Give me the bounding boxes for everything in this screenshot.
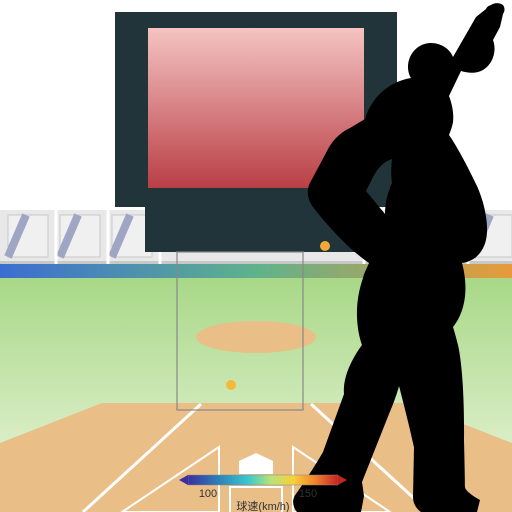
legend-tick: 150 — [299, 488, 317, 500]
pitch-location-chart: 100 150 球速(km/h) — [0, 0, 512, 512]
chart-svg: 100 150 球速(km/h) — [0, 0, 512, 512]
legend-tick: 100 — [199, 488, 217, 500]
speed-legend-bar — [188, 475, 338, 485]
legend-label: 球速(km/h) — [236, 499, 289, 512]
pitchers-mound — [196, 321, 316, 353]
pitch-marker — [320, 241, 330, 251]
pitch-marker — [226, 380, 236, 390]
